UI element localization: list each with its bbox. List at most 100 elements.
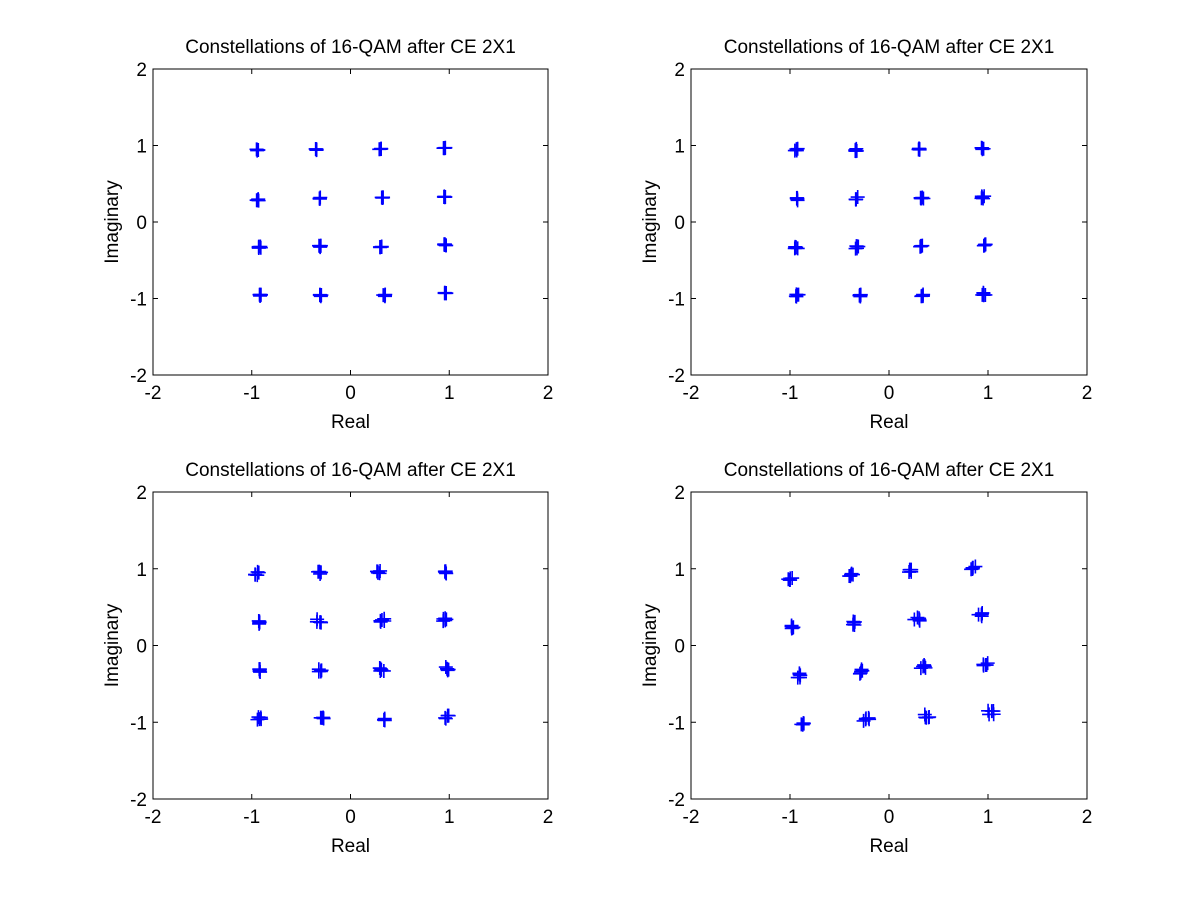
- chart-3-point-marker: [250, 568, 265, 583]
- chart-3-ytick-label: -1: [130, 713, 147, 734]
- chart-3-xtick-label: 2: [543, 807, 554, 828]
- chart-3-xtick-label: 0: [345, 807, 356, 828]
- chart-3-point: [438, 708, 456, 726]
- chart-1-xtick-label: -1: [243, 383, 260, 404]
- chart-3-point-marker: [441, 662, 456, 677]
- chart-1-xtick-label: -2: [145, 383, 162, 404]
- chart-4-point: [781, 571, 800, 588]
- chart-4-ytick-label: 1: [674, 560, 685, 581]
- chart-1-point-marker: [377, 288, 392, 303]
- chart-4-point-marker: [784, 621, 799, 636]
- chart-2-point: [975, 285, 993, 303]
- chart-2-point-marker: [850, 190, 865, 205]
- chart-1-point-marker: [374, 141, 389, 156]
- chart-3-point-marker: [377, 712, 392, 727]
- chart-3-point: [376, 711, 392, 728]
- chart-2-point-marker: [974, 140, 989, 155]
- chart-3-point-marker: [374, 612, 389, 627]
- chart-1-title: Constellations of 16-QAM after CE 2X1: [185, 37, 516, 58]
- chart-3-point: [311, 662, 329, 679]
- chart-4-point: [913, 657, 933, 676]
- chart-3-ytick-label: 0: [136, 637, 147, 658]
- chart-1-point: [437, 285, 454, 301]
- chart-3-ytick-label: 2: [136, 483, 147, 504]
- chart-2-point-marker: [914, 191, 929, 206]
- chart-1-point: [372, 239, 389, 255]
- chart-3-ytick-label: 1: [136, 560, 147, 581]
- chart-4-point: [790, 666, 808, 685]
- chart-1-point: [372, 141, 389, 157]
- chart-3-point: [369, 563, 388, 581]
- chart-3-xtick-label: 1: [444, 807, 455, 828]
- chart-2-title: Constellations of 16-QAM after CE 2X1: [724, 37, 1055, 58]
- chart-3-point: [248, 564, 266, 583]
- chart-3-ytick-label: -2: [130, 790, 147, 811]
- chart-2-point-marker: [788, 289, 803, 304]
- chart-1-xtick-label: 1: [444, 383, 455, 404]
- chart-4-point: [976, 656, 995, 673]
- chart-1-point-marker: [437, 285, 452, 300]
- chart-2-xtick-label: 2: [1082, 383, 1093, 404]
- chart-1-point: [374, 190, 391, 206]
- chart-4-xtick-label: 1: [983, 807, 994, 828]
- chart-2-point-marker: [976, 238, 991, 253]
- chart-1-point-marker: [251, 143, 266, 158]
- chart-2-point-marker: [975, 190, 990, 205]
- chart-2-point: [848, 141, 864, 159]
- chart-2-point: [787, 239, 805, 256]
- chart-4-point-marker: [982, 707, 997, 722]
- chart-4-plot-area: [690, 491, 1088, 800]
- chart-3-point-marker: [314, 565, 329, 580]
- chart-4-point: [971, 605, 990, 624]
- chart-2-point: [976, 237, 993, 253]
- chart-4-point-marker: [846, 614, 861, 629]
- chart-2-ytick-label: 0: [674, 213, 685, 234]
- chart-3-point-marker: [251, 613, 266, 628]
- chart-2-point-marker: [849, 192, 864, 207]
- chart-3-point-marker: [312, 564, 327, 579]
- chart-1-point: [436, 189, 453, 205]
- chart-2-point-marker: [789, 142, 804, 157]
- chart-4-point-marker: [979, 658, 994, 673]
- chart-4-point: [784, 618, 801, 636]
- chart-2-point: [787, 141, 805, 158]
- chart-3-point: [250, 710, 269, 727]
- chart-3-point: [311, 564, 329, 581]
- chart-1-ylabel: Imaginary: [102, 180, 123, 264]
- chart-2-point-marker: [853, 288, 868, 303]
- chart-1-point-marker: [375, 190, 390, 205]
- chart-4-point-marker: [845, 567, 860, 582]
- chart-2-ytick-label: -1: [668, 290, 685, 311]
- chart-4-point-marker: [854, 664, 869, 679]
- chart-4-ytick-label: -2: [668, 790, 685, 811]
- chart-2-point: [848, 239, 866, 256]
- chart-4-point: [917, 707, 937, 725]
- chart-2-plot-area: [690, 68, 1088, 376]
- chart-2-point-marker: [848, 143, 863, 158]
- chart-1-xlabel: Real: [331, 412, 370, 433]
- chart-1-xtick-label: 2: [543, 383, 554, 404]
- chart-4-point-marker: [916, 659, 931, 674]
- chart-2-point-marker: [916, 287, 931, 302]
- chart-4-point: [981, 703, 1001, 722]
- chart-2-point: [852, 287, 868, 304]
- chart-2-point: [788, 287, 806, 304]
- chart-2-point-marker: [850, 239, 865, 254]
- chart-3-point: [251, 613, 267, 631]
- chart-3-point-marker: [438, 564, 453, 579]
- chart-3-point-marker: [309, 614, 324, 629]
- chart-2-xtick-label: -2: [683, 383, 700, 404]
- chart-3-point-marker: [439, 612, 454, 627]
- chart-4-ytick-label: 2: [674, 483, 685, 504]
- chart-2-point-marker: [787, 143, 802, 158]
- chart-2-point-marker: [788, 240, 803, 255]
- chart-2-point-marker: [915, 190, 930, 205]
- chart-4-point: [852, 662, 870, 681]
- chart-4-point-marker: [858, 712, 873, 727]
- chart-3-plot-area: [152, 491, 549, 800]
- chart-4-point: [842, 566, 860, 584]
- chart-3-point: [252, 662, 268, 680]
- chart-4-point-marker: [781, 572, 796, 587]
- chart-2-point: [974, 189, 992, 206]
